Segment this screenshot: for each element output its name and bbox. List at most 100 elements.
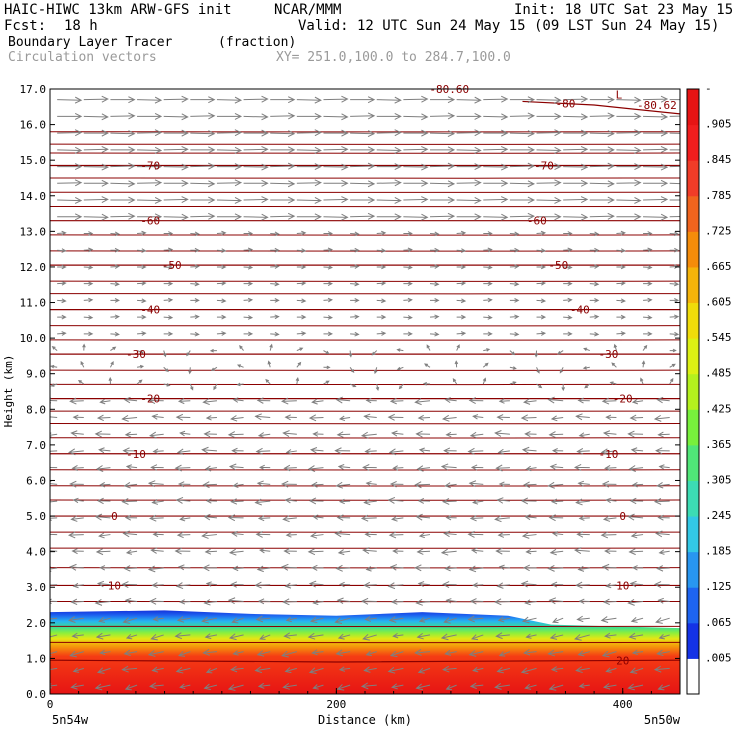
circulation-vector [656,649,670,657]
circulation-vector [243,145,269,153]
circulation-vector [577,480,590,487]
circulation-vector [415,598,431,606]
circulation-vector [365,480,377,487]
circulation-vector [589,281,600,287]
contour-line-minor [50,177,680,179]
circulation-vector [257,432,271,439]
circulation-vector [616,248,626,253]
circulation-vector [137,197,163,204]
circulation-vector [70,598,84,606]
circulation-vector [403,95,429,103]
circulation-vector [643,163,669,171]
circulation-vector [323,264,333,270]
circulation-vector [398,383,404,390]
circulation-vector [563,196,589,204]
circulation-vector [83,213,109,221]
circulation-vector [190,298,200,303]
circulation-vector [178,650,191,657]
circulation-vector [282,598,297,606]
circulation-vector [631,482,644,488]
circulation-vector [631,565,644,571]
circulation-vector [350,180,376,188]
circulation-vector [576,615,590,623]
contour-line-minor [50,234,680,236]
circulation-vector [282,430,297,437]
circulation-vector [604,465,617,471]
circulation-vector [228,463,244,471]
circulation-vector [563,213,589,221]
x-tick-label: 200 [326,698,346,711]
circulation-vector [362,464,377,471]
circulation-vector [456,129,482,137]
circulation-vector [611,362,617,368]
circulation-vector [323,331,333,337]
circulation-vector [122,447,138,455]
circulation-vector [656,396,670,404]
circulation-vector [429,231,440,237]
circulation-vector [137,314,147,320]
circulation-vector [110,346,117,351]
circulation-vector [669,132,680,134]
circulation-vector [417,497,431,504]
circulation-vector [163,145,189,153]
circulation-vector [443,530,457,538]
circulation-vector [536,314,547,320]
circulation-vector [653,665,670,673]
circulation-vector [524,514,537,521]
circulation-vector [643,297,653,303]
circulation-vector [376,298,387,304]
circulation-vector [441,498,457,505]
circulation-vector [256,650,271,657]
circulation-vector [125,464,138,470]
circulation-vector [525,548,537,555]
circulation-vector [308,414,324,422]
circulation-vector [227,684,244,691]
circulation-vector [151,498,164,505]
circulation-vector [149,431,164,439]
xy-label: XY= 251.0,100.0 to 284.7,100.0 [276,50,511,65]
circulation-vector [80,360,85,368]
circulation-vector [203,683,218,691]
circulation-vector [123,565,138,572]
circulation-vector [443,447,457,454]
circulation-vector [125,633,138,640]
circulation-vector [483,315,493,320]
circulation-vector [468,650,484,657]
circulation-vector [631,649,644,656]
circulation-vector [57,179,83,187]
circulation-vector [483,348,491,352]
circulation-vector [376,230,387,236]
circulation-vector [416,632,431,640]
y-tick-label: 15.0 [20,154,47,167]
circulation-vector [616,280,626,286]
contour-label: -70 [534,160,554,173]
circulation-vector [657,514,670,521]
colorbar-label: .005 [705,651,732,664]
circulation-vector [67,531,84,539]
circulation-vector [496,666,511,674]
circulation-vector [643,179,669,187]
contour-label: -60 [140,215,160,228]
circulation-vector [509,162,536,170]
circulation-vector [205,498,217,504]
circulation-vector [547,564,564,572]
circulation-vector [472,582,484,588]
circulation-vector [137,146,163,154]
circulation-vector [403,231,413,236]
circulation-vector [257,598,271,605]
circulation-vector [227,514,244,522]
circulation-vector [454,360,459,368]
circulation-vector [589,112,615,120]
circulation-vector [323,365,331,370]
circulation-vector [163,179,189,187]
circulation-vector [190,162,216,170]
colorbar-segment [687,160,699,197]
circulation-vector [175,666,191,674]
circulation-vector [174,632,191,640]
circulation-vector [630,447,644,454]
circulation-vector [550,498,564,505]
circulation-vector [243,179,269,187]
circulation-vector [323,213,349,221]
circulation-vector [137,298,147,304]
circulation-vector [110,162,136,170]
